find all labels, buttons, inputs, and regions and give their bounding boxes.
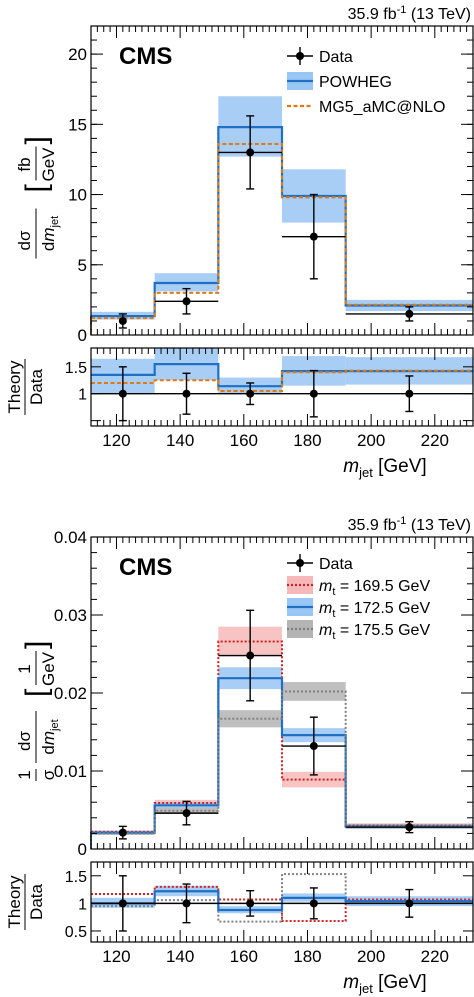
ratio-y-tick-label: 1 [78, 387, 87, 404]
legend-label-series-1: mt = 169.5 GeV [319, 578, 430, 598]
x-tick-label: 120 [102, 431, 130, 450]
x-tick-label: 200 [357, 431, 385, 450]
y-title-den: dmjet [39, 216, 61, 251]
ratio-data-point [182, 899, 191, 908]
uncertainty-band [282, 771, 346, 788]
x-tick-label: 140 [166, 947, 194, 966]
data-point [118, 828, 127, 837]
data-point [118, 316, 127, 325]
y-title-bracket: [ [20, 184, 53, 193]
legend-label-series-2: mt = 172.5 GeV [319, 600, 430, 620]
luminosity-label: 35.9 fb-1 (13 TeV) [348, 4, 471, 23]
x-tick-label: 160 [230, 947, 258, 966]
x-axis-title: mjet [GeV] [343, 972, 426, 996]
data-point [405, 309, 414, 318]
ratio-data-point [182, 389, 191, 398]
ratio-data-point [309, 389, 318, 398]
data-point [182, 809, 191, 818]
chart-panel-2: 0 0.01 0.02 0.03 0.04 35.9 fb-1 (13 TeV) CMS Da… [5, 515, 474, 996]
y-title-unit-den: GeV [39, 651, 58, 686]
series-line-1 [91, 640, 473, 833]
ratio-y-axis-title: Theory Data [5, 359, 46, 415]
series-line-3 [91, 690, 473, 835]
y-title-bracket: ] [20, 136, 53, 144]
legend-label-series-2: MG5_aMC@NLO [319, 99, 446, 116]
x-tick-label: 200 [357, 947, 385, 966]
series-line-2 [91, 677, 473, 834]
y-axis-title: 1 σdσ dmjet[1 GeV] [15, 641, 61, 781]
y-axis-title: dσ dmjet [ fb GeV] [15, 136, 61, 259]
x-tick-label: 220 [421, 947, 449, 966]
y-title-num: dσ [15, 230, 34, 250]
y-tick-label: 0.02 [54, 684, 87, 703]
ratio-data-point [405, 389, 414, 398]
y-tick-label: 10 [68, 186, 87, 205]
y-tick-label: 20 [68, 45, 87, 64]
x-tick-label: 120 [102, 947, 130, 966]
data-point [182, 297, 191, 306]
legend-label-series-1: POWHEG [319, 74, 392, 91]
ratio-data-point [405, 899, 414, 908]
ratio-data-point [246, 899, 255, 908]
ratio-y-tick-label: 1 [78, 896, 87, 913]
legend-label-data: Data [319, 556, 353, 573]
y-title-bracket: ] [20, 641, 53, 649]
y-tick-label: 5 [78, 256, 87, 275]
series-line-2 [91, 142, 473, 320]
x-tick-label: 160 [230, 431, 258, 450]
y-title-unit-num: fb [15, 157, 34, 171]
ratio-y-tick-label: 1.5 [65, 360, 87, 377]
data-point [246, 651, 255, 660]
x-tick-label: 180 [293, 947, 321, 966]
y-title-unit-den: GeV [39, 147, 58, 182]
y-tick-label: 0 [78, 840, 87, 859]
y-title-den: dmjet [39, 719, 61, 754]
data-point [405, 823, 414, 832]
x-tick-label: 140 [166, 431, 194, 450]
ratio-data-point [118, 389, 127, 398]
ratio-title-den: Data [27, 884, 46, 920]
y-title-bracket: [ [20, 688, 53, 697]
ratio-title-num: Theory [5, 360, 24, 413]
ratio-data-point [118, 899, 127, 908]
ratio-y-tick-label: 0.5 [65, 924, 87, 941]
cms-logo-text: CMS [119, 43, 172, 70]
y-title-num: dσ [15, 731, 34, 751]
x-tick-label: 180 [293, 431, 321, 450]
y-tick-label: 0 [78, 326, 87, 345]
ratio-line-powheg [91, 363, 473, 388]
y-tick-label: 0.01 [54, 762, 87, 781]
legend: Data POWHEG MG5_aMC@NLO [287, 47, 446, 116]
ratio-data-point [309, 899, 318, 908]
cms-logo-text: CMS [119, 554, 172, 581]
chart-panel-1: 0 5 10 15 20 35.9 fb-1 (13 TeV) CMS Data POWHEG M… [5, 4, 474, 480]
ratio-title-num: Theory [5, 875, 24, 928]
legend-label-data: Data [319, 49, 353, 66]
data-point [309, 742, 318, 751]
y-title-unit-num: 1 [15, 664, 34, 673]
legend-data-marker [296, 559, 304, 567]
y-tick-label: 0.04 [54, 528, 87, 547]
y-title-sigma: σ [39, 769, 58, 780]
y-tick-label: 0.03 [54, 606, 87, 625]
y-title-one: 1 [15, 770, 34, 779]
x-axis-title: mjet [GeV] [343, 456, 426, 480]
ratio-data-point [246, 389, 255, 398]
x-tick-label: 220 [421, 431, 449, 450]
ratio-y-axis-title: Theory Data [5, 874, 46, 930]
data-point [246, 148, 255, 157]
luminosity-label: 35.9 fb-1 (13 TeV) [348, 515, 471, 534]
legend-data-marker [296, 52, 304, 60]
y-tick-label: 15 [68, 115, 87, 134]
legend-label-series-3: mt = 175.5 GeV [319, 622, 430, 642]
ratio-title-den: Data [27, 369, 46, 405]
data-point [309, 232, 318, 241]
ratio-y-tick-label: 1.5 [65, 869, 87, 886]
